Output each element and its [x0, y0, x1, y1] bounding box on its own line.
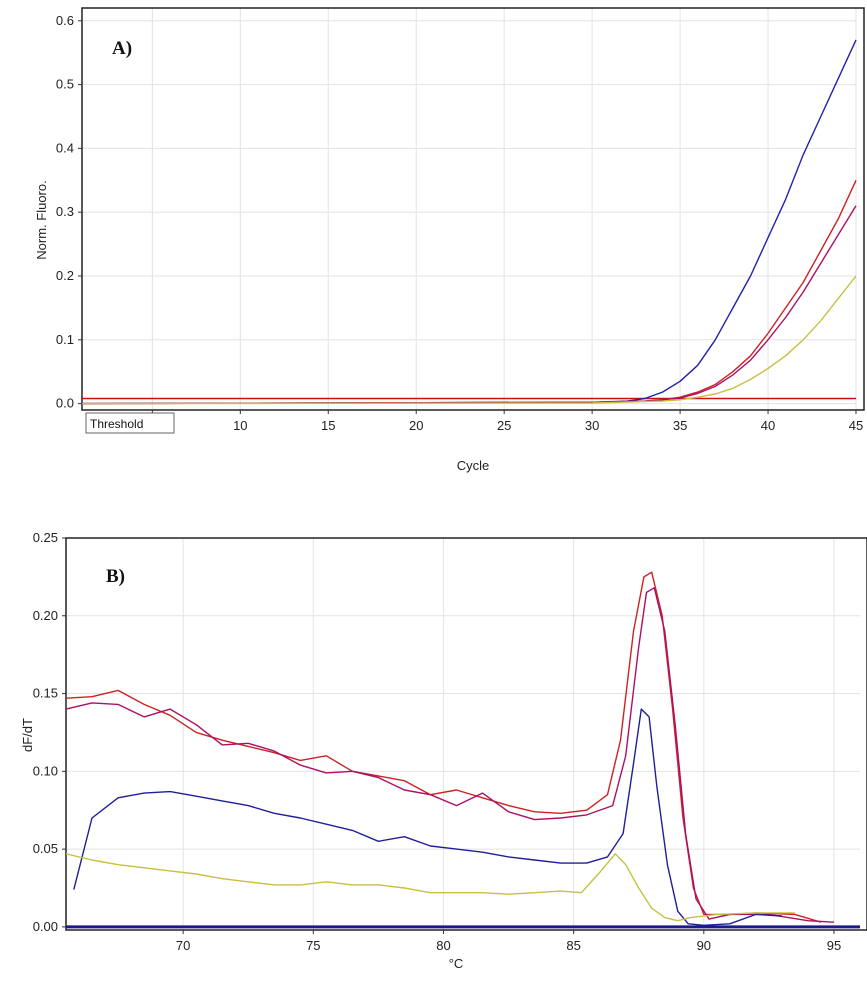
panel-label-b: B)	[106, 566, 125, 587]
y-tick-label: 0.0	[56, 396, 74, 411]
x-tick-label: 45	[849, 418, 863, 433]
panel-b: 70 75 80 85 90 950.000.050.100.150.200.25 B) …	[20, 530, 867, 971]
y-tick-label: 0.4	[56, 140, 74, 155]
series-line-4	[65, 853, 795, 922]
x-tick-label: 35	[673, 418, 687, 433]
x-tick-label: 75	[306, 938, 320, 953]
y-tick-label: 0.5	[56, 77, 74, 92]
x-tick-label: 90	[697, 938, 711, 953]
series-line-3	[73, 708, 782, 926]
x-tick-label: 30	[585, 418, 599, 433]
y-tick-label: 0.6	[56, 13, 74, 28]
plot-frame-b	[65, 537, 867, 931]
y-tick-label: 0.15	[33, 686, 58, 701]
x-tick-label: 25	[497, 418, 511, 433]
x-tick-label: 80	[436, 938, 450, 953]
series-line-2	[65, 587, 835, 923]
x-tick-label: 70	[176, 938, 190, 953]
series-line-3	[81, 205, 857, 405]
x-tick-label: 85	[566, 938, 580, 953]
x-tick-label: 15	[321, 418, 335, 433]
x-tick-label: 20	[409, 418, 423, 433]
panel-a: 510152025303540450.00.10.20.30.40.50.6 A…	[34, 7, 865, 473]
threshold-label: Threshold	[90, 417, 143, 431]
x-tick-label: 95	[827, 938, 841, 953]
y-tick-label: 0.05	[33, 841, 58, 856]
y-tick-label: 0.1	[56, 332, 74, 347]
x-tick-label: 10	[233, 418, 247, 433]
y-tick-label: 0.00	[33, 919, 58, 934]
y-axis-label-a: Norm. Fluoro.	[34, 180, 49, 259]
y-axis-label-b: dF/dT	[20, 718, 35, 752]
x-axis-label-b: °C	[449, 956, 464, 971]
y-tick-label: 0.2	[56, 268, 74, 283]
x-axis-label-a: Cycle	[457, 458, 490, 473]
panel-label-a: A)	[112, 38, 132, 59]
series-line-4	[81, 275, 857, 405]
y-tick-label: 0.20	[33, 608, 58, 623]
series-line-2	[81, 180, 857, 405]
series-line-1	[81, 39, 857, 405]
y-tick-label: 0.10	[33, 763, 58, 778]
y-tick-label: 0.3	[56, 204, 74, 219]
x-tick-label: 40	[761, 418, 775, 433]
threshold-label-box	[85, 412, 175, 434]
plot-frame-a	[81, 7, 865, 411]
y-tick-label: 0.25	[33, 530, 58, 545]
